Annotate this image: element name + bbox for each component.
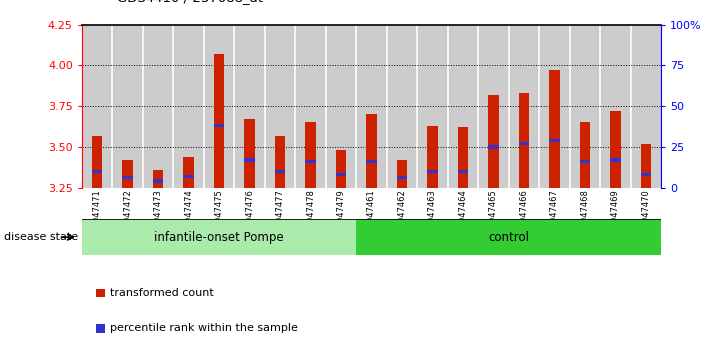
Bar — [397, 176, 407, 179]
Bar — [427, 170, 438, 173]
Bar — [305, 122, 316, 188]
Bar — [82, 219, 356, 255]
Bar — [295, 25, 326, 188]
Bar — [92, 170, 102, 173]
Bar — [153, 170, 164, 188]
Bar — [366, 114, 377, 188]
Text: percentile rank within the sample: percentile rank within the sample — [110, 324, 298, 333]
Bar — [122, 160, 133, 188]
Bar — [264, 25, 295, 188]
Text: control: control — [488, 231, 529, 244]
Bar — [336, 173, 346, 176]
Bar — [479, 25, 509, 188]
Bar — [143, 25, 173, 188]
Bar — [244, 158, 255, 161]
Bar — [579, 122, 590, 188]
Bar — [234, 25, 264, 188]
Bar — [214, 124, 225, 127]
Bar — [610, 111, 621, 188]
Text: infantile-onset Pompe: infantile-onset Pompe — [154, 231, 284, 244]
Bar — [631, 25, 661, 188]
Bar — [274, 136, 285, 188]
Bar — [579, 160, 590, 163]
Bar — [366, 160, 377, 163]
Bar — [326, 25, 356, 188]
Bar — [518, 142, 529, 145]
Bar — [570, 25, 600, 188]
Bar — [397, 160, 407, 188]
Bar — [92, 136, 102, 188]
Bar — [518, 93, 529, 188]
Bar — [539, 25, 570, 188]
Text: disease state: disease state — [4, 232, 77, 242]
Bar — [82, 25, 112, 188]
Bar — [204, 25, 234, 188]
Bar — [274, 170, 285, 173]
Bar — [549, 70, 560, 188]
Bar — [112, 25, 143, 188]
Bar — [356, 25, 387, 188]
Bar — [458, 127, 469, 188]
Text: GDS4410 / 237088_at: GDS4410 / 237088_at — [117, 0, 263, 4]
Bar — [173, 25, 204, 188]
Bar — [122, 176, 133, 179]
Bar — [427, 126, 438, 188]
Bar — [183, 157, 194, 188]
Bar — [488, 145, 499, 149]
Bar — [509, 25, 539, 188]
Bar — [417, 25, 448, 188]
Bar — [214, 54, 225, 188]
Bar — [244, 119, 255, 188]
Bar — [600, 25, 631, 188]
Bar — [336, 150, 346, 188]
Bar — [356, 219, 661, 255]
Bar — [641, 144, 651, 188]
Bar — [610, 158, 621, 161]
Bar — [153, 179, 164, 183]
Bar — [448, 25, 479, 188]
Bar — [641, 173, 651, 176]
Bar — [488, 95, 499, 188]
Bar — [387, 25, 417, 188]
Bar — [458, 170, 469, 173]
Bar — [549, 139, 560, 142]
Bar — [183, 175, 194, 178]
Text: transformed count: transformed count — [110, 288, 214, 298]
Bar — [305, 160, 316, 163]
